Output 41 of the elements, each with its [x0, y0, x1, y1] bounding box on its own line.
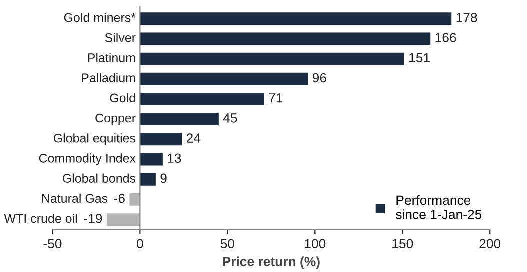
data-label: 71	[269, 94, 283, 103]
x-tick-label: 150	[392, 239, 414, 249]
bar	[140, 52, 404, 66]
y-tick-label: Commodity Index	[39, 154, 136, 166]
bar	[140, 32, 431, 46]
bar	[140, 72, 308, 86]
y-tick-label: Gold miners*	[64, 13, 136, 22]
y-tick-label: Natural Gas	[42, 194, 108, 204]
bar	[106, 214, 140, 226]
bar	[140, 133, 182, 146]
bar	[130, 193, 140, 206]
y-tick-label: WTI crude oil	[4, 214, 78, 224]
y-tick-label: Gold	[110, 93, 136, 103]
data-label: 13	[168, 154, 182, 164]
bar	[140, 113, 219, 126]
x-axis-title: Price return (%)	[223, 256, 320, 270]
x-tick-label: 100	[305, 239, 326, 249]
data-label: -19	[84, 214, 102, 224]
y-tick-label: Global equities	[54, 134, 136, 146]
data-label: 9	[160, 174, 167, 184]
data-label: 151	[410, 53, 430, 63]
data-label: 96	[312, 73, 326, 83]
x-tick-label: 200	[480, 239, 501, 249]
data-label: 45	[223, 114, 238, 123]
y-tick-label: Platinum	[88, 53, 136, 62]
legend-label: Performance since 1-Jan-25	[396, 195, 482, 220]
data-label: 24	[187, 134, 201, 143]
data-label: 178	[456, 13, 478, 22]
bar	[140, 173, 156, 186]
data-label: -6	[114, 194, 125, 204]
y-tick-label: Global bonds	[62, 174, 136, 183]
x-tick-label: 50	[220, 239, 234, 249]
y-tick-label: Palladium	[82, 73, 136, 82]
bar	[140, 93, 264, 106]
bar	[140, 12, 452, 26]
y-tick-label: Silver	[105, 33, 136, 42]
x-tick-label: 0	[137, 239, 144, 249]
x-tick-label: -50	[44, 239, 62, 249]
bar	[140, 153, 163, 166]
y-tick-label: Copper	[96, 114, 136, 126]
data-label: 166	[436, 33, 456, 42]
